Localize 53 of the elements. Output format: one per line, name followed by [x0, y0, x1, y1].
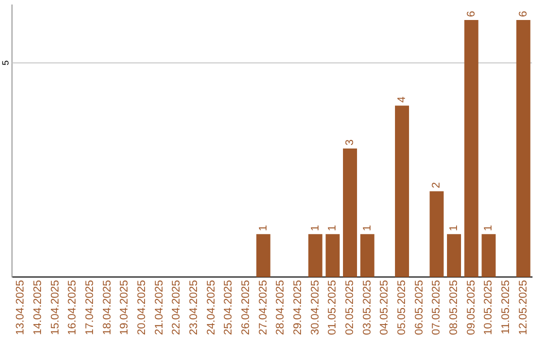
data-label: 6 [517, 10, 530, 17]
x-tick-label: 24.04.2025 [205, 280, 218, 336]
x-tick-label: 10.05.2025 [482, 280, 495, 336]
data-label: 1 [326, 224, 339, 232]
x-tick-label: 13.04.2025 [14, 280, 27, 336]
x-tick-label: 12.05.2025 [517, 280, 530, 336]
x-tick-label: 23.04.2025 [188, 280, 200, 336]
bar [446, 234, 462, 277]
x-tick-label: 20.04.2025 [136, 280, 148, 336]
x-tick-label: 21.04.2025 [153, 280, 166, 336]
x-tick-label: 26.04.2025 [240, 280, 252, 336]
x-tick-label: 06.05.2025 [413, 280, 426, 336]
x-tick-label: 11.05.2025 [500, 280, 512, 334]
x-tick-label: 09.05.2025 [465, 280, 478, 336]
data-label: 4 [396, 96, 408, 103]
x-tick-label: 28.04.2025 [274, 280, 287, 336]
x-tick-label: 15.04.2025 [49, 280, 62, 336]
bar [256, 234, 270, 277]
x-tick-label: 30.04.2025 [309, 280, 322, 336]
bar [308, 234, 322, 277]
data-label: 3 [344, 139, 356, 146]
bar [360, 234, 374, 277]
bar [464, 20, 478, 277]
x-tick-label: 14.04.2025 [32, 280, 44, 336]
bar [516, 20, 530, 277]
x-tick-label: 27.04.2025 [257, 280, 270, 336]
bar [342, 148, 358, 277]
x-tick-label: 01.05.2025 [326, 280, 339, 336]
bar [482, 234, 496, 277]
data-label: 1 [257, 224, 270, 232]
x-tick-label: 25.04.2025 [222, 280, 235, 336]
x-tick-label: 02.05.2025 [344, 280, 356, 336]
x-tick-label: 17.04.2025 [84, 280, 96, 336]
x-tick-label: 16.04.2025 [66, 280, 79, 336]
data-label: 1 [482, 224, 495, 232]
x-tick-label: 22.04.2025 [170, 280, 183, 336]
x-tick-label: 29.04.2025 [292, 280, 304, 336]
x-tick-label: 19.04.2025 [118, 280, 131, 336]
data-label: 6 [465, 10, 478, 17]
bar [430, 191, 444, 277]
x-tick-label: 18.04.2025 [101, 280, 114, 336]
data-label: 1 [361, 224, 374, 232]
x-tick-label: 07.05.2025 [430, 280, 443, 336]
x-tick-label: 05.05.2025 [396, 280, 408, 336]
data-label: 2 [430, 182, 443, 188]
data-label: 1 [309, 224, 322, 232]
x-tick-label: 03.05.2025 [361, 280, 374, 336]
x-tick-label: 08.05.2025 [448, 280, 460, 336]
bar [326, 234, 340, 277]
ref-line-label: 5 [0, 60, 10, 66]
data-label: 1 [448, 224, 460, 232]
bar [394, 106, 410, 277]
x-tick-label: 04.05.2025 [378, 280, 391, 336]
